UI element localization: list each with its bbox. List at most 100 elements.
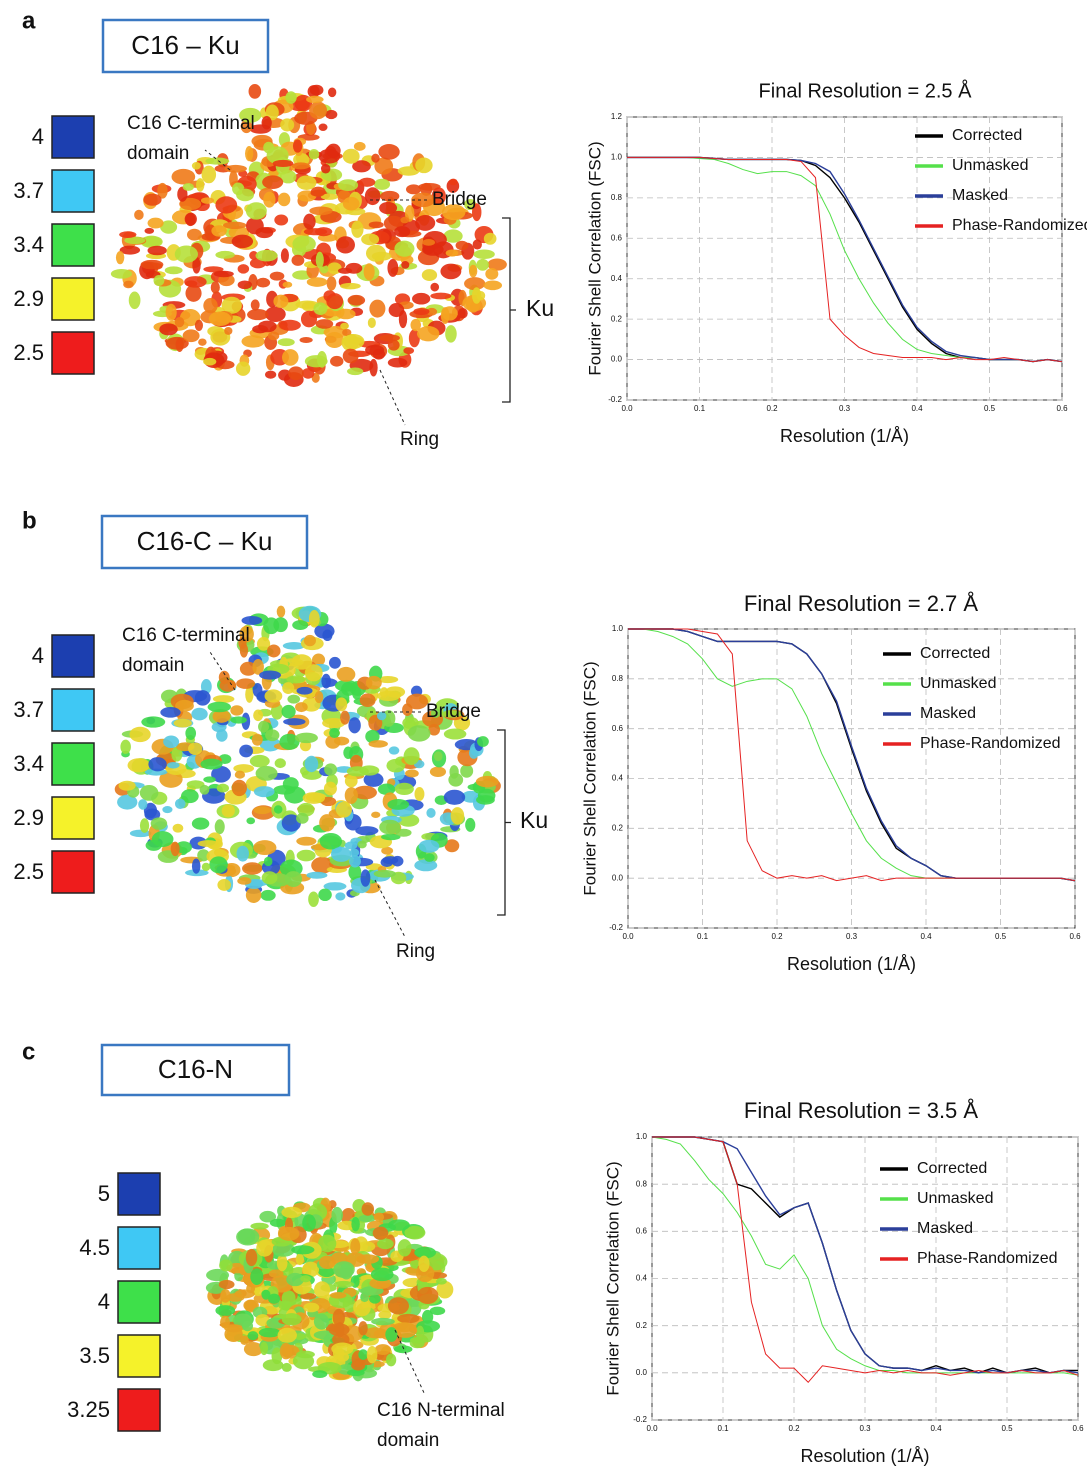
density-blob — [342, 348, 359, 364]
density-blob — [436, 1280, 454, 1299]
bracket — [502, 217, 516, 403]
x-tick-label: 0.0 — [646, 1424, 658, 1433]
density-blob — [263, 141, 275, 154]
annotation: Ku — [520, 807, 548, 833]
legend-swatch — [51, 223, 95, 267]
density-blob — [426, 808, 436, 818]
density-blob — [120, 739, 131, 754]
density-blob — [208, 311, 232, 327]
legend-label: 4.5 — [79, 1235, 110, 1260]
density-blob — [371, 251, 392, 261]
density-blob — [119, 231, 137, 238]
density-blob — [251, 733, 263, 746]
density-blob — [255, 1314, 270, 1327]
density-blob — [351, 220, 364, 238]
y-tick-label: 0.8 — [636, 1179, 648, 1188]
density-blob — [416, 326, 440, 342]
density-blob — [250, 1268, 264, 1285]
density-blob — [358, 1214, 376, 1223]
density-blob — [325, 734, 341, 749]
density-blob — [391, 855, 404, 867]
density-blob — [191, 161, 201, 170]
density-blob — [181, 789, 199, 804]
density-blob — [318, 123, 328, 131]
density-blob — [191, 858, 201, 874]
density-blob — [373, 1212, 385, 1222]
density-blob — [367, 317, 376, 329]
y-tick-label: 1.0 — [636, 1132, 648, 1141]
density-blob — [350, 1238, 361, 1256]
density-blob — [471, 287, 482, 304]
density-blob — [281, 1290, 296, 1307]
density-blob — [398, 310, 408, 329]
density-blob — [418, 839, 440, 853]
density-blob — [412, 292, 431, 305]
density-blob — [358, 1321, 368, 1336]
y-tick-label: -0.2 — [633, 1415, 647, 1424]
y-axis-label: Fourier Shell Correlation (FSC) — [603, 1161, 622, 1395]
density-blob — [283, 718, 306, 726]
density-blob — [321, 673, 331, 689]
y-tick-label: 0.2 — [612, 823, 624, 832]
density-blob — [167, 761, 180, 769]
density-blob — [429, 1306, 446, 1316]
density-blob — [415, 157, 433, 174]
density-blob — [327, 87, 337, 98]
density-blob — [200, 197, 215, 204]
density-blob — [368, 221, 384, 229]
density-blob — [201, 862, 211, 872]
density-blob — [278, 1226, 300, 1241]
density-blob — [215, 250, 235, 259]
density-blob — [300, 1275, 312, 1283]
density-blob — [457, 307, 468, 319]
density-blob — [282, 349, 299, 366]
chart-title: Final Resolution = 2.5 Å — [759, 79, 973, 102]
density-blob — [328, 1323, 350, 1337]
density-blob — [265, 104, 279, 121]
density-blob — [487, 258, 507, 271]
density-blob — [281, 1206, 303, 1218]
density-blob — [379, 687, 389, 698]
density-blob — [353, 785, 377, 800]
density-blob — [292, 235, 316, 253]
density-blob — [230, 716, 247, 724]
density-blob — [235, 361, 251, 376]
x-tick-label: 0.3 — [839, 404, 851, 413]
density-blob — [280, 118, 295, 132]
density-blob — [440, 263, 462, 280]
density-blob — [300, 310, 318, 328]
panel: b C16-C – Ku 4 3.7 3.4 2.9 2.5 C16 C-terminal do… — [13, 507, 548, 962]
density-blob — [363, 263, 375, 281]
density-blob — [272, 159, 294, 168]
density-blob — [281, 1313, 302, 1326]
density-blob — [219, 1259, 233, 1272]
density-blob — [308, 891, 319, 908]
density-blob — [184, 276, 207, 288]
legend-label: 2.9 — [13, 805, 44, 830]
density-blob — [346, 766, 369, 777]
density-blob — [201, 165, 217, 184]
density-blob — [411, 192, 435, 208]
y-tick-label: -0.2 — [608, 395, 622, 404]
density-blob — [304, 664, 323, 682]
density-blob — [379, 819, 401, 835]
density-blob — [240, 1335, 249, 1346]
density-blob — [273, 294, 289, 309]
density-blob — [191, 707, 208, 721]
density-blob — [421, 1309, 434, 1324]
density-blob — [175, 699, 194, 712]
density-blob — [246, 817, 256, 825]
legend-label: Phase-Randomized — [917, 1250, 1058, 1267]
legend-label: Unmasked — [952, 157, 1028, 174]
density-blob — [306, 277, 328, 287]
density-blob — [139, 784, 159, 801]
density-blob — [224, 1324, 244, 1333]
density-blob — [260, 889, 276, 901]
annotation: C16 C-terminal — [122, 625, 250, 646]
density-blob — [433, 751, 443, 762]
legend-label: Phase-Randomized — [920, 735, 1061, 752]
density-blob — [379, 201, 398, 215]
density-blob — [485, 267, 499, 280]
density-blob — [369, 1294, 381, 1304]
